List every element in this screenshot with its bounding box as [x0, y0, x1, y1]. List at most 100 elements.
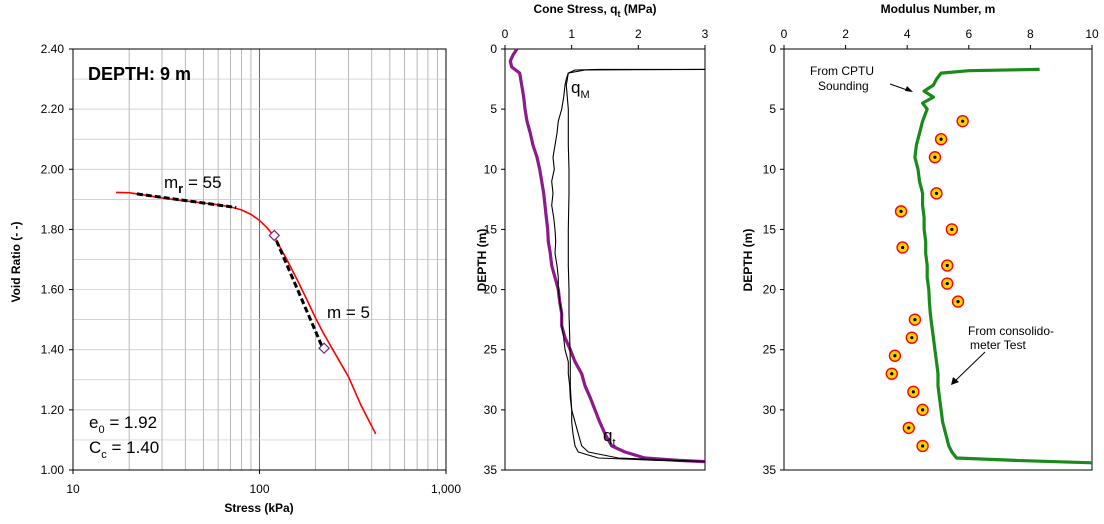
modulus-series-line	[913, 67, 1093, 465]
cone-stress-series-line	[508, 48, 706, 464]
void-ratio-fit-line	[136, 192, 237, 209]
cone-stress-y-tick-label: 20	[484, 283, 498, 297]
cone-stress-y-tick-label: 0	[490, 42, 497, 56]
cone-stress-y-tick-label: 5	[490, 102, 497, 116]
cone-stress-x-tick-label: 3	[702, 27, 709, 41]
y-tick-label: 2.00	[41, 162, 65, 176]
qt-annotation-main: q	[603, 426, 612, 445]
modulus-title: Modulus Number, m	[881, 2, 996, 16]
modulus-consol-point-dot	[921, 444, 925, 448]
cone-stress-series	[508, 48, 706, 464]
y-tick-label: 1.60	[41, 283, 65, 297]
modulus-y-tick-label: 30	[763, 403, 777, 417]
modulus-consol-point-dot	[945, 281, 949, 286]
modulus-consol-point-dot	[950, 227, 954, 232]
mr-annotation-main: m	[164, 173, 178, 192]
consol-annotation-line1: From consolido-	[968, 324, 1054, 338]
y-tick-label: 1.40	[41, 343, 65, 357]
qt-annotation: qt	[603, 426, 616, 449]
modulus-y-tick-label: 25	[763, 343, 777, 357]
void-ratio-ticks: 10 100 1,000 1.00 1.20 1.40 1.60 1.80 2.00 2.20 2.…	[41, 42, 462, 496]
cone-stress-plot-frame	[504, 48, 706, 471]
modulus-consol-point-dot	[956, 300, 960, 304]
modulus-x-tick-label: 0	[781, 27, 788, 41]
modulus-y-tick-label: 20	[763, 283, 777, 297]
modulus-consol-point-dot	[911, 390, 915, 394]
modulus-consol-point-dot	[933, 155, 937, 159]
void-ratio-marker	[318, 342, 330, 355]
consol-annotation-line2: meter Test	[970, 338, 1026, 352]
modulus-plot-frame	[783, 48, 1093, 471]
modulus-consol-point-dot	[890, 372, 894, 376]
x-tick-label: 1,000	[431, 482, 461, 496]
modulus-y-axis-title: DEPTH (m)	[741, 229, 755, 292]
cone-stress-series-line	[565, 68, 706, 463]
modulus-y-tick-label: 15	[763, 222, 777, 236]
qm-annotation-main: q	[571, 78, 580, 97]
modulus-consol-point-dot	[910, 336, 914, 340]
modulus-x-tick-label: 6	[965, 27, 972, 41]
cptu-annotation-line1: From CPTU	[810, 64, 874, 78]
consol-annotation-arrow	[953, 351, 986, 383]
modulus-consol-point-dot	[900, 245, 905, 250]
e0-annotation-value: = 1.92	[105, 413, 157, 432]
cc-annotation-sub: c	[101, 449, 107, 461]
mr-annotation-value: = 55	[183, 173, 221, 192]
cone-stress-title-sub: t	[618, 9, 621, 19]
consol-annotation-arrowhead	[951, 377, 959, 385]
modulus-x-tick-label: 2	[842, 27, 849, 41]
m-annotation: m = 5	[327, 303, 370, 322]
modulus-consol-point-dot	[934, 191, 939, 195]
x-tick-label: 10	[66, 482, 80, 496]
y-tick-label: 1.80	[41, 222, 65, 236]
mr-annotation-sub: r	[178, 181, 183, 196]
modulus-series	[885, 67, 1093, 465]
modulus-consol-point-dot	[939, 137, 943, 141]
e0-annotation: e0 = 1.92	[89, 413, 157, 436]
qm-annotation-sub: M	[580, 89, 589, 101]
void-ratio-x-axis-title: Stress (kPa)	[224, 501, 293, 515]
cone-stress-x-tick-label: 0	[502, 27, 509, 41]
modulus-x-tick-label: 4	[904, 27, 911, 41]
depth-annotation: DEPTH: 9 m	[88, 64, 191, 84]
void-ratio-chart: 10 100 1,000 1.00 1.20 1.40 1.60 1.80 2.00 2.20 2.…	[9, 42, 461, 515]
e0-annotation-main: e	[89, 413, 98, 432]
modulus-y-tick-label: 5	[769, 102, 776, 116]
modulus-ticks: 0 2 4 6 8 10 0 5 10 15 20 25 30 35	[763, 27, 1099, 477]
cone-stress-series-line	[551, 68, 706, 463]
cc-annotation: Cc = 1.40	[89, 438, 159, 461]
qm-annotation: qM	[571, 78, 590, 101]
modulus-x-tick-label: 10	[1085, 27, 1099, 41]
cptu-annotation-arrowhead	[905, 86, 913, 92]
cone-stress-y-tick-label: 25	[484, 343, 498, 357]
cone-stress-y-axis-title: DEPTH (m)	[475, 229, 489, 292]
cone-stress-title: Cone Stress, qt (MPa)	[533, 2, 656, 19]
modulus-consol-point-dot	[921, 408, 925, 412]
cone-stress-y-tick-label: 30	[484, 403, 498, 417]
modulus-consol-point-dot	[913, 318, 917, 322]
modulus-consol-point-dot	[907, 426, 911, 430]
mr-annotation: mr = 55	[164, 173, 222, 196]
y-tick-label: 2.40	[41, 42, 65, 56]
void-ratio-fit-line	[271, 231, 326, 352]
cc-annotation-main: C	[89, 438, 101, 457]
cone-stress-x-tick-label: 2	[635, 27, 642, 41]
modulus-consol-point-dot	[945, 263, 949, 268]
void-ratio-marker	[268, 229, 281, 242]
modulus-x-tick-label: 8	[1027, 27, 1034, 41]
y-tick-label: 1.00	[41, 463, 65, 477]
modulus-consol-point-dot	[899, 209, 903, 213]
cone-stress-y-tick-label: 10	[484, 162, 498, 176]
modulus-y-tick-label: 10	[763, 162, 777, 176]
cone-stress-y-tick-label: 15	[484, 222, 498, 236]
modulus-consol-point-dot	[961, 119, 965, 123]
void-ratio-grid	[73, 49, 446, 470]
cone-stress-x-tick-label: 1	[568, 27, 575, 41]
cone-stress-title-rest: (MPa)	[621, 2, 657, 16]
e0-annotation-sub: 0	[98, 424, 104, 436]
qt-annotation-sub: t	[612, 437, 615, 449]
y-tick-label: 1.20	[41, 403, 65, 417]
